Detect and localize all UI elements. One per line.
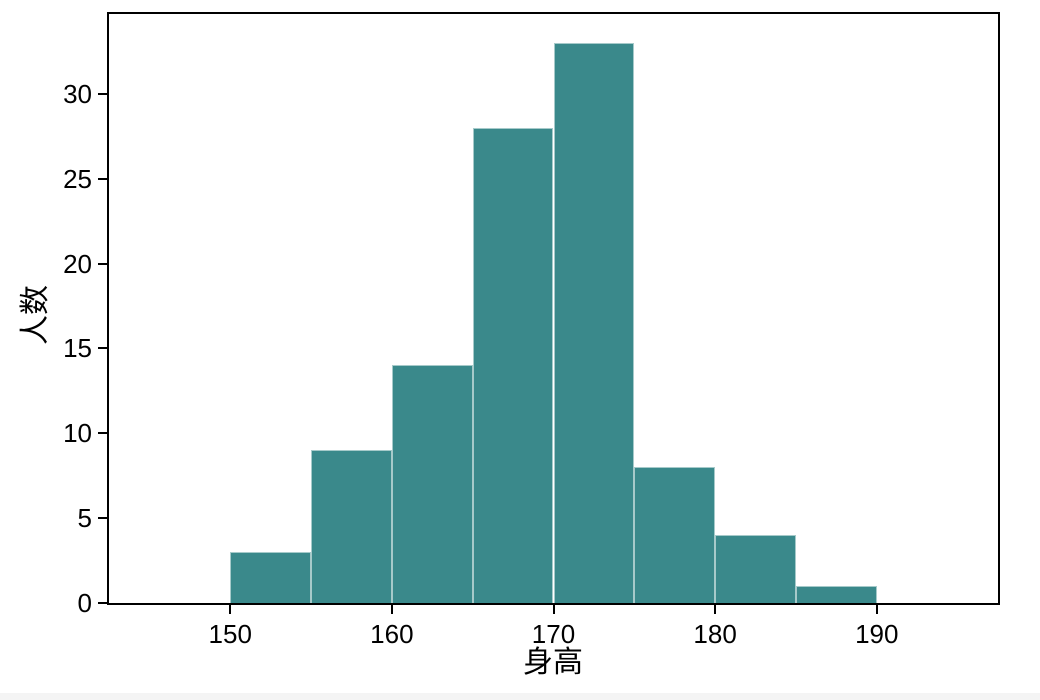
y-tick-label: 30 <box>63 78 92 109</box>
x-tick-label: 190 <box>855 619 899 649</box>
y-tick-label: 20 <box>63 248 92 279</box>
histogram-bar <box>472 127 554 603</box>
histogram-bar <box>311 450 392 603</box>
y-tick-label: 10 <box>63 418 92 449</box>
x-tick-mark <box>390 605 393 614</box>
histogram-bar <box>553 42 635 603</box>
bars-layer <box>109 14 998 603</box>
y-axis-label: 人数 <box>19 285 52 345</box>
histogram-bar <box>230 552 312 603</box>
y-tick-mark <box>98 262 107 265</box>
y-tick-mark <box>98 177 107 180</box>
x-tick-mark <box>875 605 878 614</box>
y-tick-mark <box>98 602 107 604</box>
plot-area <box>107 12 1000 605</box>
x-axis-label: 身高 <box>523 646 583 679</box>
histogram-bar <box>634 467 716 603</box>
x-tick-label: 150 <box>208 619 252 649</box>
x-tick-mark <box>552 605 555 614</box>
y-tick-label: 15 <box>63 333 92 364</box>
y-tick-label: 5 <box>77 503 92 534</box>
y-tick-mark <box>98 432 107 435</box>
window-bottom-edge <box>0 693 1040 700</box>
y-tick-label: 25 <box>63 163 92 194</box>
x-tick-label: 180 <box>693 619 737 649</box>
y-tick-label: 0 <box>77 588 92 618</box>
histogram-bar <box>391 365 473 603</box>
x-tick-label: 160 <box>370 619 414 649</box>
y-tick-mark <box>98 347 107 350</box>
x-tick-mark <box>714 605 717 614</box>
y-tick-mark <box>98 92 107 95</box>
histogram-bar <box>795 586 877 603</box>
x-tick-label: 170 <box>531 619 576 649</box>
histogram-bar <box>715 535 796 603</box>
x-tick-mark <box>229 605 232 614</box>
y-tick-mark <box>98 517 107 520</box>
